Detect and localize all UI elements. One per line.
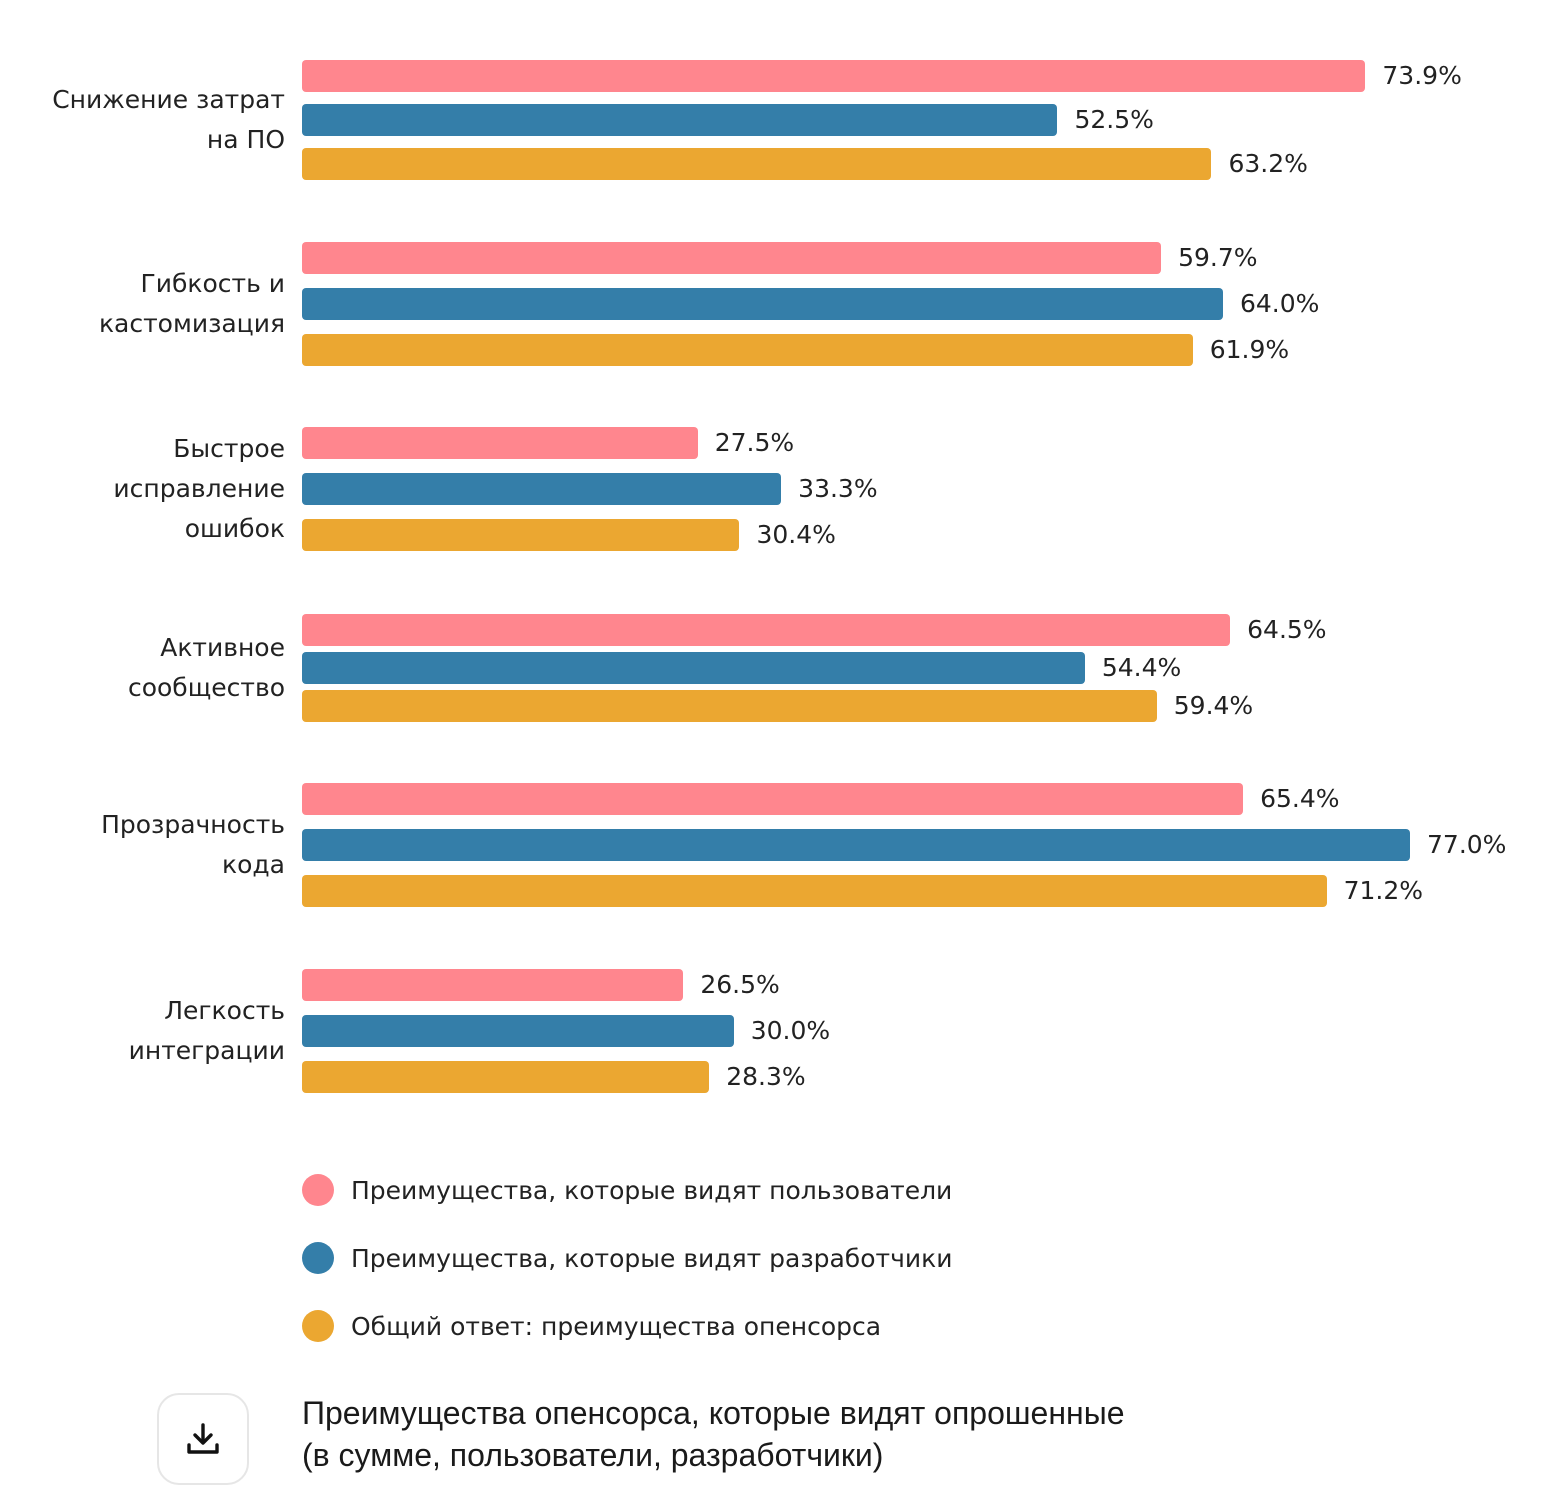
category-label: Легкость интеграции <box>128 996 285 1065</box>
caption-line-2: (в сумме, пользователи, разработчики) <box>302 1437 884 1473</box>
bar-developers <box>302 1015 734 1047</box>
category-label: Снижение затрат на ПО <box>52 85 285 154</box>
value-label: 63.2% <box>1228 149 1308 178</box>
legend: Преимущества, которые видят пользователи… <box>302 1170 952 1374</box>
value-label: 26.5% <box>700 970 780 999</box>
value-label: 28.3% <box>726 1062 806 1091</box>
category-label: Быстрое исправление ошибок <box>113 434 285 543</box>
download-icon <box>187 1423 219 1454</box>
bar-total <box>302 1061 710 1093</box>
value-label: 30.4% <box>756 520 836 549</box>
caption-line-1: Преимущества опенсорса, которые видят оп… <box>302 1395 1125 1431</box>
bar-developers <box>302 288 1223 320</box>
value-label: 65.4% <box>1260 784 1340 813</box>
legend-item-developers: Преимущества, которые видят разработчики <box>302 1238 952 1278</box>
bar-total <box>302 875 1327 907</box>
value-label: 54.4% <box>1101 653 1182 682</box>
value-label: 61.9% <box>1209 335 1290 364</box>
legend-item-total: Общий ответ: преимущества опенсорса <box>302 1306 952 1346</box>
bar-developers <box>302 829 1411 861</box>
legend-label-developers: Преимущества, которые видят разработчики <box>351 1243 953 1273</box>
legend-swatch-total <box>302 1310 334 1342</box>
legend-item-users: Преимущества, которые видят пользователи <box>302 1170 952 1210</box>
bar-users <box>302 427 698 459</box>
value-label: 33.3% <box>798 474 878 503</box>
value-label: 30.0% <box>750 1016 831 1045</box>
bar-total <box>302 148 1212 180</box>
legend-label-users: Преимущества, которые видят пользователи <box>351 1175 953 1205</box>
download-button[interactable] <box>157 1393 249 1485</box>
bar-users <box>302 242 1162 274</box>
bar-total <box>302 334 1193 366</box>
category-label: Гибкость и кастомизация <box>98 269 285 338</box>
bar-users <box>302 60 1366 92</box>
bar-chart: Снижение затрат на ПО 73.9% 52.5% 63.2% Гибк… <box>52 60 1507 1093</box>
legend-swatch-developers <box>302 1242 334 1274</box>
bar-developers <box>302 104 1058 136</box>
bar-users <box>302 614 1231 646</box>
value-label: 27.5% <box>714 428 795 457</box>
bar-users <box>302 783 1244 815</box>
value-label: 59.7% <box>1178 243 1258 272</box>
chart-caption: Преимущества опенсорса, которые видят оп… <box>302 1392 1124 1476</box>
bar-total <box>302 519 740 551</box>
category-label: Активное сообщество <box>127 633 285 702</box>
legend-swatch-users <box>302 1174 334 1206</box>
bar-developers <box>302 473 782 505</box>
bar-total <box>302 690 1157 722</box>
value-label: 52.5% <box>1074 105 1154 134</box>
value-label: 71.2% <box>1343 876 1423 905</box>
value-label: 77.0% <box>1427 830 1507 859</box>
legend-label-total: Общий ответ: преимущества опенсорса <box>351 1311 882 1341</box>
value-label: 64.5% <box>1247 615 1327 644</box>
bar-users <box>302 969 684 1001</box>
value-label: 59.4% <box>1173 691 1254 720</box>
value-label: 73.9% <box>1382 61 1462 90</box>
bar-developers <box>302 652 1085 684</box>
category-label: Прозрачность кода <box>101 810 285 879</box>
value-label: 64.0% <box>1239 289 1320 318</box>
